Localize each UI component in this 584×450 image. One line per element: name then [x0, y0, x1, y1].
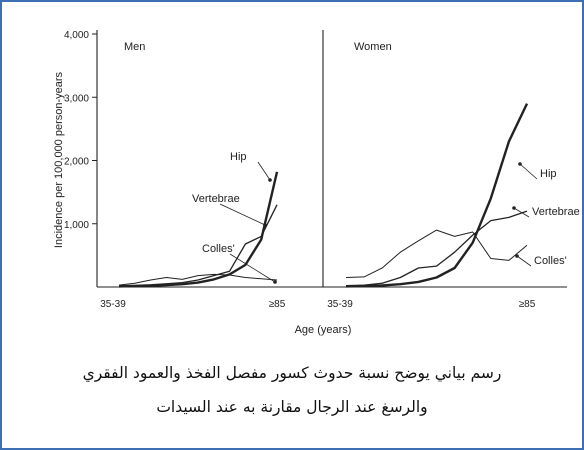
chart-marks: [118, 103, 538, 288]
leader-line: [219, 203, 266, 226]
leader-dot: [515, 254, 519, 258]
leader-dot: [263, 223, 267, 227]
caption-line-1: رسم بياني يوضح نسبة حدوث كسور مفصل الفخذ…: [82, 364, 502, 382]
series-label-1-vertebrae: Vertebrae: [532, 206, 580, 218]
x-tick-label: 35-39: [327, 299, 353, 310]
leader-dot: [273, 280, 277, 284]
chart-axes: [92, 30, 567, 288]
leader-dot: [518, 162, 522, 166]
leader-dot: [268, 178, 272, 182]
y-tick-label: 1,000: [64, 220, 89, 231]
series-label-0-vertebrae: Vertebrae: [192, 193, 240, 205]
leader-line: [519, 163, 538, 180]
x-tick-label: 35-39: [100, 299, 126, 310]
leader-line: [516, 255, 532, 267]
series-line-0-colles: [118, 273, 278, 286]
chart-texts: 1,000 2,000 3,000 4,000 Incidence per 100,00…: [53, 30, 580, 336]
figure-caption: رسم بياني يوضح نسبة حدوث كسور مفصل الفخذ…: [22, 356, 562, 424]
y-tick-label: 4,000: [64, 30, 89, 41]
series-line-1-vertebrae: [345, 210, 528, 287]
y-axis-title: Incidence per 100,000 person-years: [53, 71, 65, 248]
series-label-1-colles: Colles': [534, 255, 567, 267]
leader-dot: [512, 206, 516, 210]
panel-label-0: Men: [124, 41, 145, 53]
series-label-1-hip: Hip: [540, 168, 557, 180]
x-axis-title: Age (years): [295, 324, 352, 336]
series-label-0-hip: Hip: [230, 151, 247, 163]
leader-line: [513, 207, 530, 218]
series-line-1-colles: [345, 229, 528, 278]
leader-line: [229, 253, 276, 283]
x-tick-label: ≥85: [269, 299, 286, 310]
leader-line: [257, 161, 271, 181]
series-line-0-hip: [118, 171, 279, 288]
series-line-0-vertebrae: [118, 204, 278, 287]
series-label-0-colles: Colles': [202, 243, 235, 255]
panel-label-1: Women: [354, 41, 392, 53]
x-tick-label: ≥85: [519, 299, 536, 310]
caption-line-2: والرسغ عند الرجال مقارنة به عند السيدات: [156, 398, 428, 416]
series-line-1-hip: [345, 103, 529, 288]
y-tick-label: 3,000: [64, 93, 89, 104]
fracture-incidence-chart: 1,000 2,000 3,000 4,000 Incidence per 100,00…: [53, 30, 580, 336]
y-tick-label: 2,000: [64, 157, 89, 168]
